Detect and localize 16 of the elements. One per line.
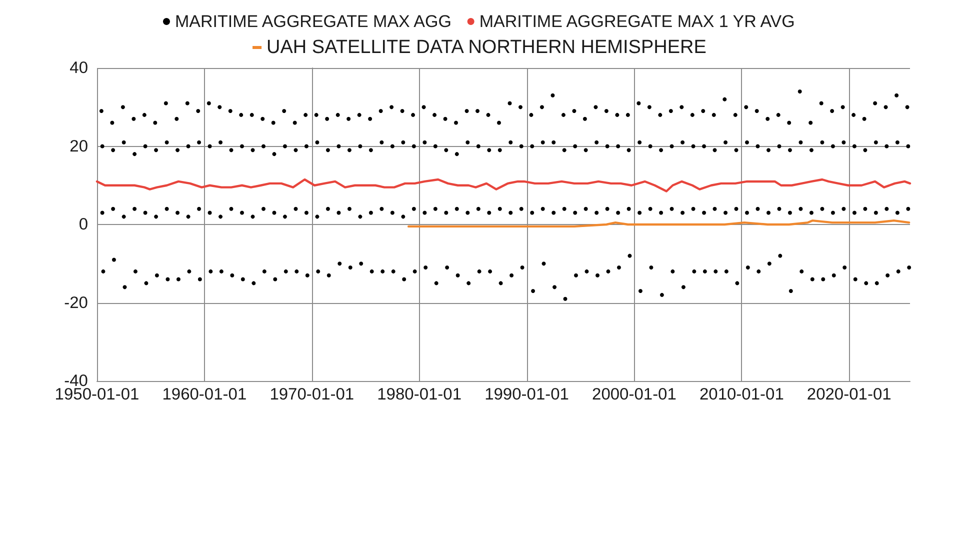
y-tick-label: 20 (70, 137, 88, 156)
y-tick-label: 0 (78, 216, 88, 234)
y-tick-label: -20 (64, 294, 88, 312)
x-tick-label: 2020-01-01 (806, 386, 892, 404)
x-tick-label: 1950-01-01 (54, 386, 140, 404)
x-tick-label: 1980-01-01 (377, 386, 462, 404)
x-tick-label: 1960-01-01 (162, 386, 247, 404)
legend-label: MARITIME AGGREGATE MAX 1 YR AVG (479, 12, 795, 31)
legend-label: MARITIME AGGREGATE MAX AGG (174, 12, 452, 31)
line-series (96, 178, 912, 192)
x-tick-label: 1970-01-01 (270, 386, 354, 404)
y-tick-label: 40 (70, 59, 88, 77)
x-tick-label: 1990-01-01 (484, 386, 569, 404)
x-tick-label: 2000-01-01 (592, 386, 676, 404)
x-tick-label: 2010-01-01 (699, 386, 784, 404)
legend-label: UAH SATELLITE DATA NORTHERN HEMISPHERE (266, 37, 706, 58)
